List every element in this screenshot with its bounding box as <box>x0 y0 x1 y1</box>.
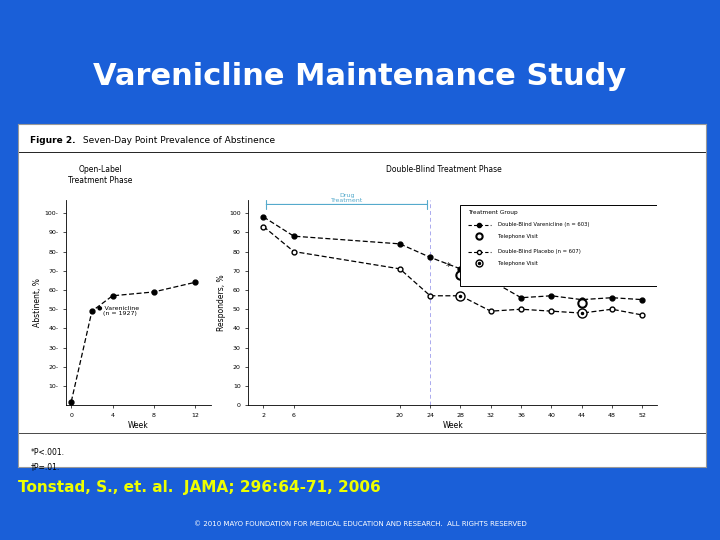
Text: Telephone Visit: Telephone Visit <box>498 234 539 239</box>
Text: Double-Blind Treatment Phase: Double-Blind Treatment Phase <box>387 165 502 174</box>
Text: Tonstad, S., et. al.  JAMA; 296:64-71, 2006: Tonstad, S., et. al. JAMA; 296:64-71, 20… <box>18 480 381 495</box>
Text: Seven-Day Point Prevalence of Abstinence: Seven-Day Point Prevalence of Abstinence <box>80 136 275 145</box>
Text: Double-Blind Varenicline (n = 603): Double-Blind Varenicline (n = 603) <box>498 222 590 227</box>
Y-axis label: Responders, %: Responders, % <box>217 274 226 331</box>
Text: Open-Label
Treatment Phase: Open-Label Treatment Phase <box>68 165 132 185</box>
Text: Varenicline Maintenance Study: Varenicline Maintenance Study <box>94 63 626 91</box>
Text: Telephone Visit: Telephone Visit <box>498 261 539 266</box>
X-axis label: Week: Week <box>128 421 149 430</box>
Text: *: * <box>446 262 450 272</box>
Text: Treatment Group: Treatment Group <box>468 210 518 215</box>
Text: Drug
Treatment: Drug Treatment <box>330 193 363 204</box>
Text: © 2010 MAYO FOUNDATION FOR MEDICAL EDUCATION AND RESEARCH.  ALL RIGHTS RESERVED: © 2010 MAYO FOUNDATION FOR MEDICAL EDUCA… <box>194 521 526 527</box>
Text: ● Varenicline
   (n = 1927): ● Varenicline (n = 1927) <box>97 306 139 316</box>
X-axis label: Week: Week <box>443 421 463 430</box>
Text: Double-Blind Placebo (n = 607): Double-Blind Placebo (n = 607) <box>498 249 581 254</box>
Bar <box>461 205 657 286</box>
Text: Figure 2.: Figure 2. <box>30 136 76 145</box>
Text: †P=.01.: †P=.01. <box>30 462 60 471</box>
Y-axis label: Abstinent, %: Abstinent, % <box>33 278 42 327</box>
Text: *P<.001.: *P<.001. <box>30 448 64 457</box>
